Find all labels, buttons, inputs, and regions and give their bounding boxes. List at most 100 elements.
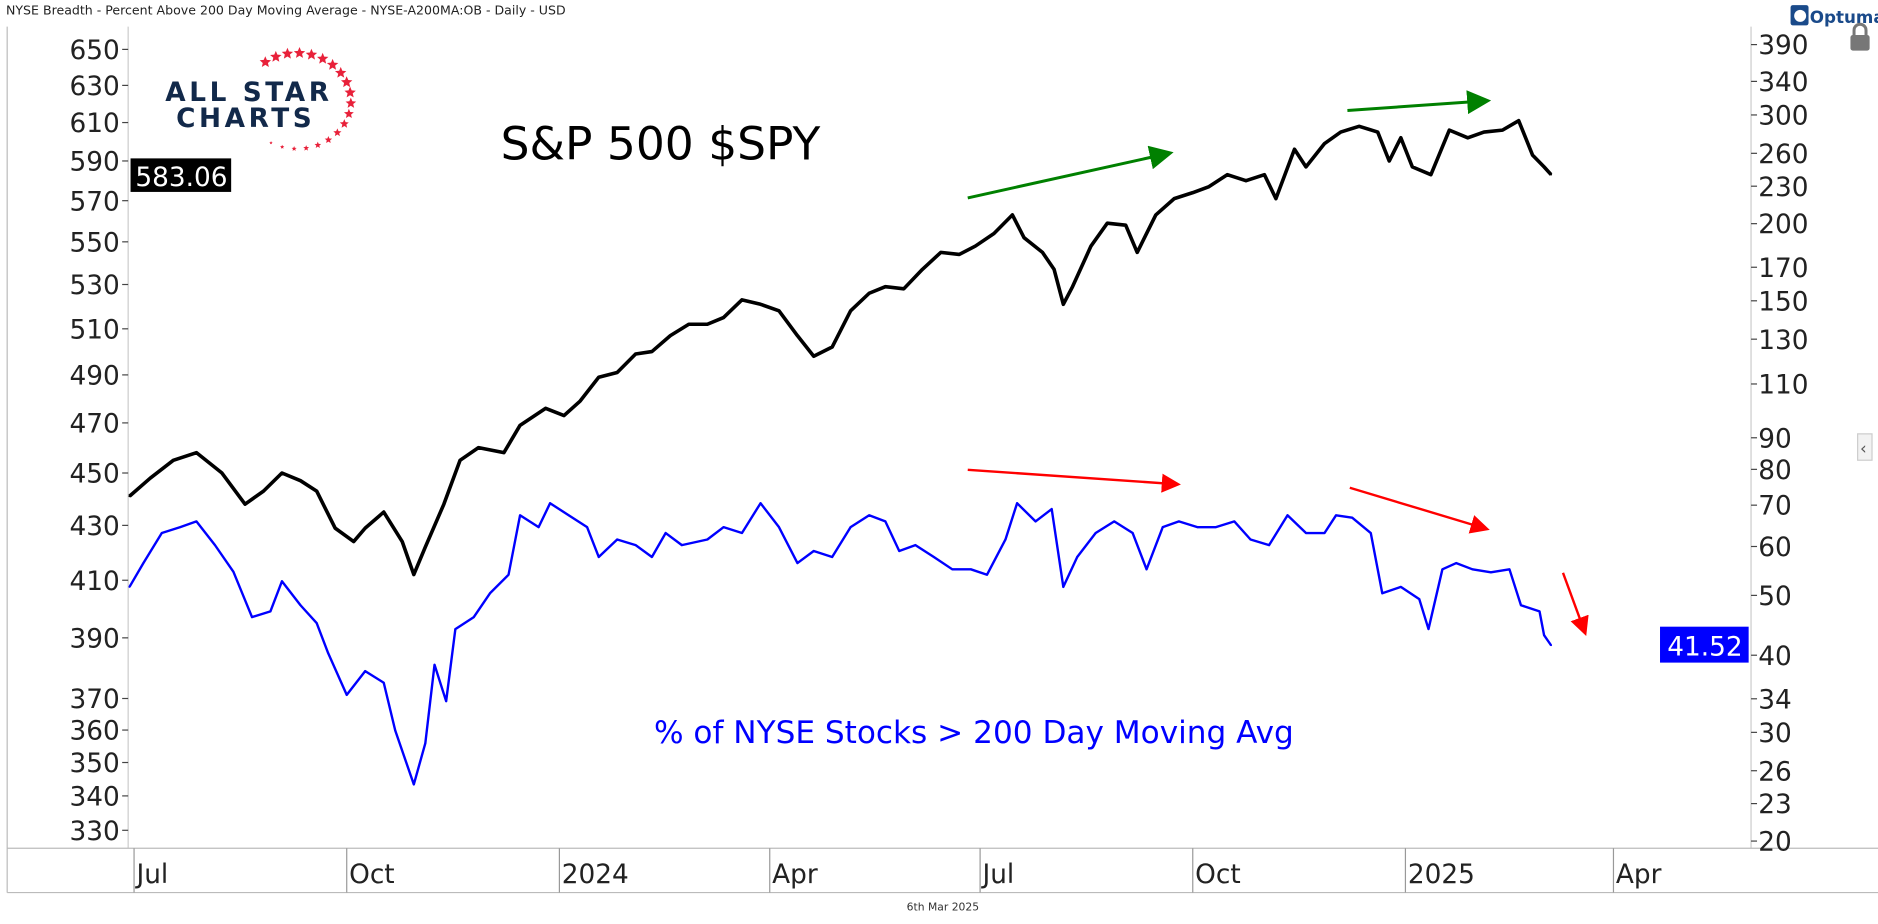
breadth-point (1471, 568, 1474, 571)
spy-point (442, 503, 445, 506)
svg-text:‹: ‹ (1860, 438, 1867, 458)
spy-point (812, 355, 815, 358)
breadth-point (567, 514, 570, 517)
spy-point (650, 350, 653, 353)
spy-point (1411, 165, 1414, 168)
logo-star-icon (270, 50, 282, 62)
breadth-point (1177, 520, 1180, 523)
x-tick-label: 2024 (562, 860, 629, 890)
breadth-point (849, 526, 852, 529)
logo-star-icon (281, 47, 294, 59)
breadth-point (445, 700, 448, 703)
green-arrow-up-2 (1347, 90, 1492, 115)
spy-point (1376, 131, 1379, 133)
breadth-point (1427, 628, 1430, 631)
breadth-point (537, 526, 540, 529)
breadth-point (586, 526, 589, 529)
breadth-point (1508, 568, 1511, 571)
spy-point (149, 477, 152, 480)
spy-point (315, 490, 318, 493)
left-tick-label: 370 (70, 685, 120, 715)
series-points (128, 119, 1553, 786)
breadth-point (1399, 585, 1402, 588)
breadth-point (1369, 532, 1372, 534)
breadth-point (1016, 502, 1019, 505)
logo-star-icon (339, 119, 349, 128)
right-tick-label: 260 (1758, 140, 1808, 170)
right-tick-label: 300 (1758, 102, 1808, 132)
logo-star-icon (305, 48, 318, 60)
spy-point (939, 251, 942, 254)
breadth-point (616, 538, 619, 541)
breadth-last-value-tag: 41.52 (1660, 626, 1749, 663)
x-tick-label: Apr (1616, 860, 1662, 890)
breadth-point (706, 538, 709, 541)
scroll-handle[interactable]: ‹ (1857, 433, 1873, 461)
breadth-point (1268, 544, 1270, 547)
spy-point (1154, 213, 1157, 216)
breadth-point (868, 514, 871, 517)
logo-star-icon (344, 86, 356, 98)
spy-point (902, 287, 905, 290)
breadth-point (1076, 556, 1079, 558)
logo-line2: CHARTS (176, 104, 315, 134)
spy-point (722, 316, 725, 319)
spy-point (172, 459, 175, 462)
breadth-point (214, 544, 216, 547)
spy-point (1448, 129, 1451, 132)
breadth-point (831, 556, 834, 558)
logo-star-icon (280, 144, 285, 149)
spy-point (741, 298, 743, 301)
spy-point (519, 424, 522, 427)
breadth-point (969, 568, 972, 571)
left-tick-label: 350 (70, 749, 120, 779)
x-tick-label: Apr (772, 860, 818, 890)
left-tick-label: 570 (70, 187, 120, 217)
breadth-point (412, 783, 415, 786)
spy-point (1071, 285, 1074, 288)
spy-point (1501, 129, 1504, 132)
spy-point (993, 232, 995, 235)
spy-point (128, 495, 131, 498)
spy-point (958, 253, 961, 256)
green-arrow-up-1 (967, 145, 1174, 200)
spy-last-value: 583.06 (135, 163, 227, 193)
left-tick-label: 630 (70, 72, 120, 102)
spy-point (477, 446, 480, 449)
lock-icon[interactable] (1850, 22, 1870, 51)
spy-point (1517, 119, 1520, 122)
spy-point (1173, 197, 1176, 200)
spy-point (1106, 222, 1109, 225)
spy-point (634, 352, 637, 355)
spy-point (459, 459, 461, 462)
spy-point (1399, 136, 1402, 139)
breadth-point (778, 526, 780, 529)
spy-point (616, 371, 619, 374)
logo-star-icon (259, 56, 272, 67)
spy-point (412, 573, 415, 576)
spy-point (1011, 213, 1014, 216)
left-tick-label: 550 (70, 228, 120, 258)
right-tick-label: 340 (1758, 68, 1808, 98)
spy-title: S&P 500 $SPY (501, 118, 821, 171)
right-tick-label: 40 (1758, 642, 1792, 672)
left-tick-label: 590 (70, 148, 120, 178)
spy-point (1263, 173, 1266, 176)
spy-point (1550, 173, 1553, 176)
logo-star-icon (333, 128, 342, 137)
spy-point (1429, 173, 1432, 176)
logo-star-icon (293, 46, 306, 58)
right-tick-label: 50 (1758, 582, 1792, 612)
x-tick-label: Jul (980, 860, 1014, 890)
logo-star-icon (343, 108, 354, 119)
spy-point (1388, 160, 1391, 162)
breadth-point (1418, 598, 1421, 601)
breadth-point (489, 592, 491, 595)
breadth-point (179, 526, 182, 529)
spy-point (1136, 251, 1139, 254)
breadth-point (1441, 568, 1444, 571)
spy-point (281, 472, 283, 474)
spy-point (579, 400, 582, 403)
chart-header-title: NYSE Breadth - Percent Above 200 Day Mov… (6, 3, 566, 18)
